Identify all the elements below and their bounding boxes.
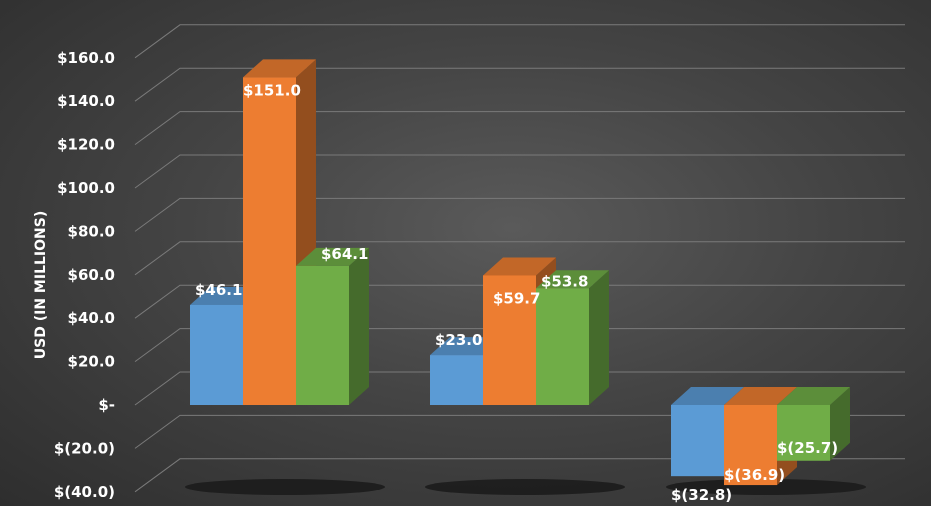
bar	[296, 247, 369, 405]
y-axis-label: USD (IN MILLIONS)	[33, 211, 49, 359]
gridline	[134, 67, 905, 102]
gridlines	[134, 24, 905, 493]
gridline	[134, 197, 905, 232]
data-label: $46.1	[195, 281, 242, 299]
bar-front	[724, 405, 777, 486]
bar-front	[243, 77, 296, 405]
y-tick-label: $40.0	[68, 309, 115, 327]
data-label: $59.7	[493, 289, 540, 307]
bar-top	[483, 257, 556, 276]
bar-side	[830, 387, 850, 461]
y-axis-ticks: $160.0 $140.0 $120.0 $100.0 $80.0 $60.0 $40.0 $…	[54, 49, 115, 501]
gridline	[134, 328, 905, 363]
bar-top	[296, 247, 369, 266]
gridline	[134, 111, 905, 146]
bar-side	[589, 270, 609, 405]
y-tick-label: $140.0	[57, 92, 115, 110]
bars	[190, 59, 850, 486]
y-tick-label: $120.0	[57, 136, 115, 154]
data-label: $(25.7)	[777, 439, 838, 457]
bar-top	[671, 387, 744, 405]
gridline	[134, 414, 905, 449]
bar-front	[671, 405, 724, 477]
data-label: $23.0	[435, 331, 482, 349]
bar	[243, 59, 316, 405]
y-tick-label: $(40.0)	[54, 483, 115, 501]
gridline	[134, 371, 905, 406]
bar-shadow	[425, 479, 625, 495]
floor-shadows	[185, 479, 866, 495]
bar	[536, 270, 609, 405]
bar-front	[430, 355, 483, 405]
data-label: $64.1	[321, 245, 368, 263]
y-tick-label: $160.0	[57, 49, 115, 67]
bar-front	[483, 275, 536, 405]
data-label: $151.0	[243, 81, 301, 99]
bar-top	[243, 59, 316, 78]
bar-shadow	[666, 479, 866, 495]
y-tick-label: $80.0	[68, 222, 115, 240]
data-labels: $46.1 $151.0 $64.1 $23.0 $59.7$53.8 $(32.8) $(…	[195, 81, 838, 504]
bar-side	[349, 247, 369, 405]
data-label: $(36.9)	[724, 466, 785, 484]
data-label: $(32.8)	[671, 486, 732, 504]
y-tick-label: $100.0	[57, 179, 115, 197]
bar-top	[777, 387, 850, 405]
gridline	[134, 458, 905, 493]
bar-top	[724, 387, 797, 405]
y-tick-label: $(20.0)	[54, 439, 115, 457]
gridline	[134, 154, 905, 189]
bar-shadow	[185, 479, 385, 495]
bar-front	[190, 304, 243, 405]
y-tick-label: $20.0	[68, 353, 115, 371]
bar-top	[536, 270, 609, 289]
bar-front	[536, 288, 589, 405]
bar-front	[296, 265, 349, 405]
data-label: $53.8	[541, 272, 588, 290]
gridline	[134, 241, 905, 276]
gridline	[134, 284, 905, 319]
bar-front	[777, 405, 830, 461]
y-tick-label: $-	[98, 396, 115, 414]
gridline	[134, 24, 905, 59]
bar	[777, 387, 850, 461]
y-tick-label: $60.0	[68, 266, 115, 284]
